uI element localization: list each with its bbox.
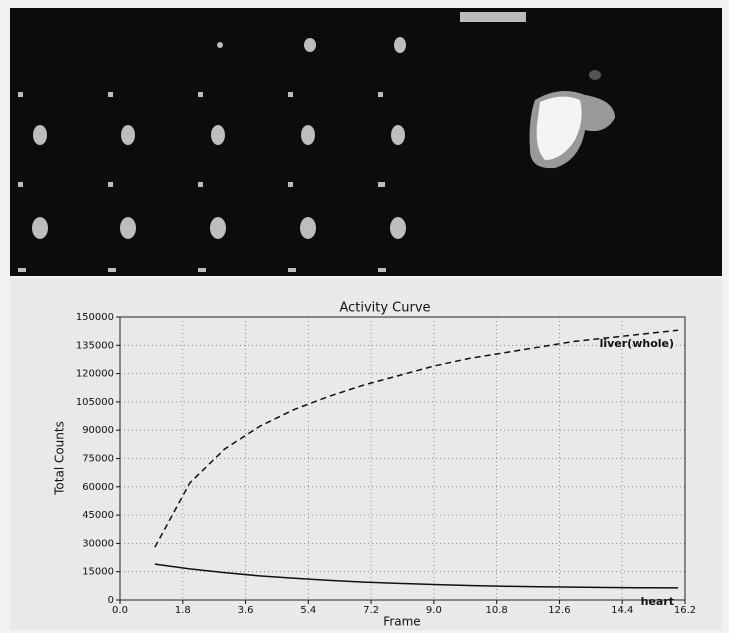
x-tick-label: 0.0 — [112, 605, 128, 616]
series-line — [154, 329, 679, 548]
x-tick-label: 16.2 — [674, 605, 696, 616]
frame-thumbnails — [18, 37, 406, 272]
y-tick-label: 150000 — [76, 312, 114, 323]
x-tick-label: 5.4 — [300, 605, 316, 616]
y-tick-label: 15000 — [82, 567, 114, 578]
x-tick-label: 12.6 — [548, 605, 570, 616]
x-tick-label: 9.0 — [426, 605, 442, 616]
x-tick-label: 1.8 — [175, 605, 191, 616]
y-tick-label: 135000 — [76, 340, 114, 351]
blob — [589, 70, 601, 80]
y-axis-label: Total Counts — [53, 421, 67, 496]
y-tick-label: 105000 — [76, 397, 114, 408]
plot-frame — [119, 316, 686, 601]
x-axis-label: Frame — [383, 615, 420, 629]
y-tick-label: 90000 — [82, 425, 114, 436]
x-tick-label: 7.2 — [363, 605, 379, 616]
series-label: liver(whole) — [600, 337, 674, 350]
y-tick-label: 75000 — [82, 454, 114, 465]
x-tick-label: 14.4 — [611, 605, 633, 616]
y-tick-label: 30000 — [82, 538, 114, 549]
image-panel — [10, 8, 722, 276]
x-tick-label: 3.6 — [238, 605, 254, 616]
series-line — [154, 563, 679, 589]
status-box — [460, 12, 526, 22]
chart-title: Activity Curve — [339, 301, 430, 316]
x-tick-label: 10.8 — [486, 605, 508, 616]
chart-panel — [10, 278, 722, 630]
image-background — [10, 8, 722, 276]
liver-image — [536, 96, 582, 160]
y-tick-label: 0 — [108, 595, 114, 606]
y-tick-label: 60000 — [82, 482, 114, 493]
y-tick-label: 120000 — [76, 369, 114, 380]
series-label: heart — [641, 595, 674, 608]
y-tick-label: 45000 — [82, 510, 114, 521]
